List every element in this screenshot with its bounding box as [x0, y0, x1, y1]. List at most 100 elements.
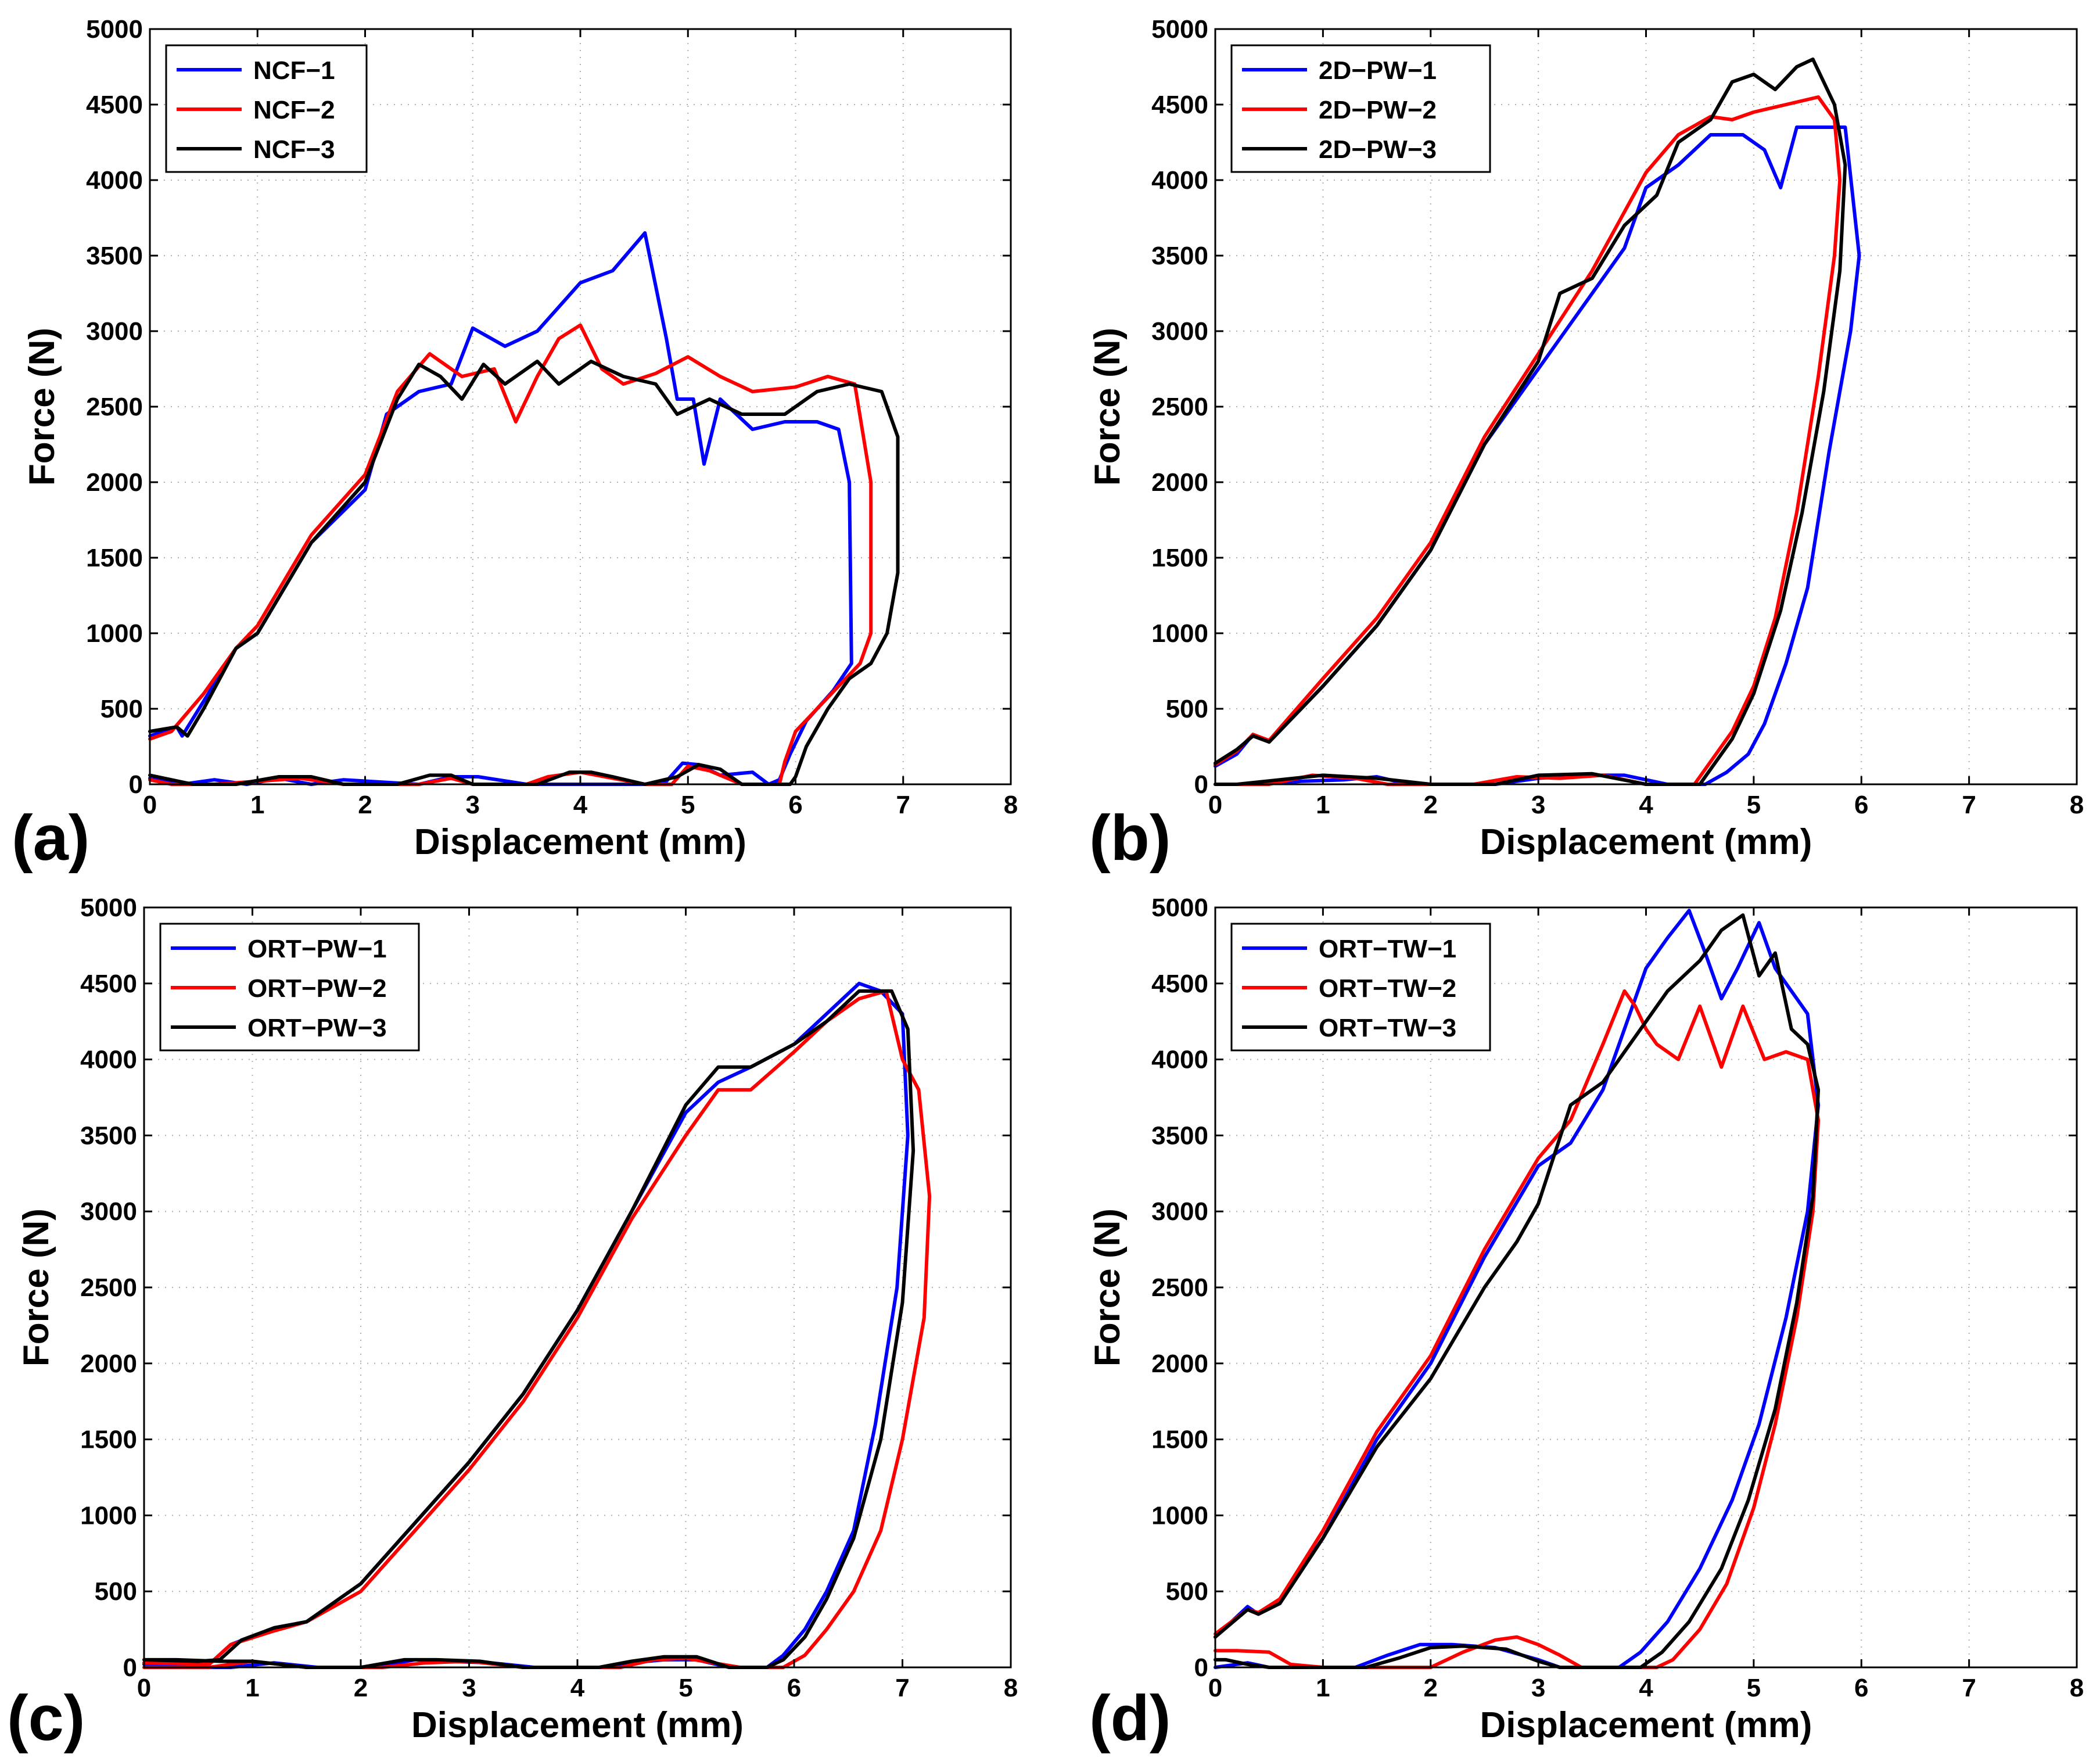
x-tick-label: 2 — [354, 1674, 368, 1702]
legend-label: NCF−1 — [253, 56, 335, 85]
series-line-3 — [1214, 58, 1847, 786]
x-tick-label: 0 — [1208, 1674, 1222, 1702]
series-line-1 — [1214, 909, 1821, 1669]
legend-label: ORT−TW−1 — [1319, 935, 1456, 963]
y-tick-label: 0 — [1194, 1653, 1208, 1682]
y-tick-label: 3000 — [80, 1197, 137, 1226]
y-tick-label: 5000 — [86, 15, 143, 44]
panel-label: (b) — [1089, 802, 1171, 874]
y-tick-label: 2500 — [1151, 393, 1208, 421]
x-tick-label: 3 — [1531, 1674, 1545, 1702]
y-axis-label: Force (N) — [1087, 328, 1128, 486]
y-tick-label: 1000 — [1151, 1501, 1208, 1530]
y-tick-label: 1500 — [1151, 1426, 1208, 1454]
x-tick-label: 3 — [462, 1674, 476, 1702]
x-axis-label: Displacement (mm) — [414, 822, 746, 862]
y-tick-label: 0 — [123, 1653, 137, 1682]
x-tick-label: 4 — [573, 791, 588, 819]
chart-c: 0 1 2 3 4 5 6 7 8 0 500 1000 1500 2000 2500 3000 3500 400… — [7, 894, 1018, 1754]
y-tick-label: 2500 — [80, 1273, 137, 1302]
x-tick-label: 1 — [1316, 791, 1330, 819]
y-tick-label: 4000 — [80, 1046, 137, 1074]
x-tick-label: 6 — [788, 791, 802, 819]
x-tick-label: 7 — [1962, 791, 1976, 819]
y-tick-label: 3500 — [1151, 242, 1208, 270]
y-tick-label: 4500 — [1151, 91, 1208, 119]
x-tick-label: 8 — [1004, 1674, 1018, 1702]
x-axis-label: Displacement (mm) — [1480, 1705, 1812, 1745]
x-tick-label: 5 — [679, 1674, 692, 1702]
x-axis-label: Displacement (mm) — [1480, 822, 1812, 862]
series-line-3 — [142, 989, 916, 1669]
x-tick-label: 1 — [245, 1674, 259, 1702]
y-tick-label: 3000 — [86, 317, 143, 346]
series-line-2 — [148, 323, 873, 786]
x-tick-label: 4 — [570, 1674, 585, 1702]
x-tick-label: 8 — [1004, 791, 1018, 819]
panel-label: (a) — [12, 802, 89, 874]
y-tick-label: 2000 — [1151, 468, 1208, 497]
y-tick-label: 5000 — [1151, 894, 1208, 922]
y-tick-label: 500 — [1166, 695, 1208, 723]
y-tick-label: 4500 — [80, 970, 137, 998]
y-tick-label: 2500 — [86, 393, 143, 421]
x-tick-label: 1 — [1316, 1674, 1330, 1702]
y-tick-label: 1500 — [1151, 544, 1208, 572]
series-line-3 — [148, 360, 900, 786]
y-tick-label: 2000 — [1151, 1350, 1208, 1378]
y-axis-label: Force (N) — [16, 1208, 56, 1366]
y-tick-label: 3000 — [1151, 1197, 1208, 1226]
y-tick-label: 4500 — [1151, 970, 1208, 998]
y-tick-label: 3500 — [1151, 1121, 1208, 1150]
x-tick-label: 0 — [137, 1674, 151, 1702]
y-tick-label: 1500 — [86, 544, 143, 572]
y-tick-label: 2000 — [86, 468, 143, 497]
y-tick-label: 4500 — [86, 91, 143, 119]
x-tick-label: 5 — [1747, 1674, 1761, 1702]
x-tick-label: 8 — [2070, 791, 2084, 819]
x-tick-label: 7 — [1962, 1674, 1976, 1702]
y-tick-label: 0 — [129, 770, 143, 799]
y-tick-label: 3500 — [86, 242, 143, 270]
y-tick-label: 5000 — [1151, 15, 1208, 44]
x-tick-label: 2 — [1424, 791, 1438, 819]
x-tick-label: 5 — [681, 791, 695, 819]
y-tick-label: 1500 — [80, 1426, 137, 1454]
x-tick-label: 6 — [1854, 791, 1868, 819]
legend-label: ORT−PW−2 — [247, 974, 387, 1003]
x-tick-label: 3 — [1531, 791, 1545, 819]
panel-label: (d) — [1089, 1682, 1171, 1754]
chart-d: 0 1 2 3 4 5 6 7 8 0 500 1000 1500 2000 2500 3000 3500 400… — [1087, 894, 2084, 1754]
y-tick-label: 2500 — [1151, 1273, 1208, 1302]
legend-label: ORT−PW−3 — [247, 1014, 387, 1042]
x-tick-label: 8 — [2070, 1674, 2084, 1702]
y-tick-label: 1000 — [86, 619, 143, 648]
legend-label: ORT−TW−2 — [1319, 974, 1456, 1003]
x-tick-label: 7 — [895, 1674, 909, 1702]
x-tick-label: 4 — [1639, 791, 1653, 819]
y-tick-label: 500 — [95, 1577, 137, 1606]
y-tick-label: 4000 — [86, 166, 143, 195]
y-tick-label: 1000 — [80, 1501, 137, 1530]
x-tick-label: 6 — [1854, 1674, 1868, 1702]
legend-label: 2D−PW−2 — [1319, 96, 1437, 124]
x-tick-label: 1 — [250, 791, 264, 819]
x-tick-label: 3 — [466, 791, 480, 819]
panel-label: (c) — [7, 1682, 85, 1754]
y-tick-label: 3000 — [1151, 317, 1208, 346]
y-tick-label: 5000 — [80, 894, 137, 922]
y-tick-label: 3500 — [80, 1121, 137, 1150]
x-tick-label: 7 — [896, 791, 910, 819]
x-tick-label: 0 — [143, 791, 157, 819]
y-tick-label: 0 — [1194, 770, 1208, 799]
legend-label: ORT−TW−3 — [1319, 1014, 1456, 1042]
x-tick-label: 5 — [1747, 791, 1761, 819]
legend-label: NCF−3 — [253, 135, 335, 164]
x-tick-label: 4 — [1639, 1674, 1653, 1702]
legend-label: 2D−PW−3 — [1319, 135, 1437, 164]
x-tick-label: 6 — [787, 1674, 801, 1702]
y-axis-label: Force (N) — [22, 328, 62, 486]
legend-label: 2D−PW−1 — [1319, 56, 1437, 85]
y-tick-label: 2000 — [80, 1350, 137, 1378]
